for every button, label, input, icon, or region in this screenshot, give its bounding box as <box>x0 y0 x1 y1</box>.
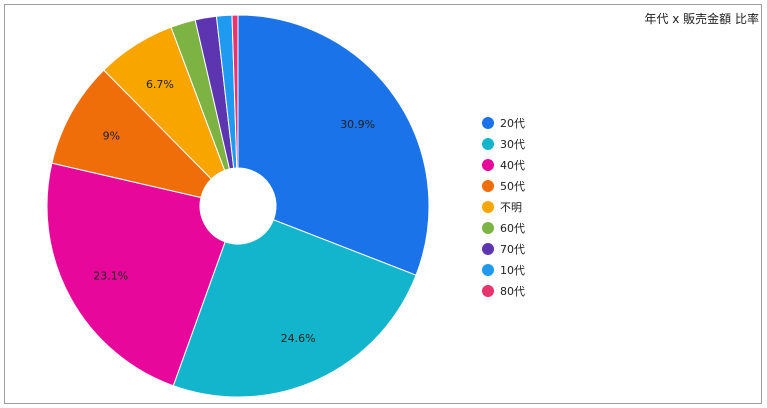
slice-label-1: 24.6% <box>281 332 316 345</box>
legend-item-4[interactable]: 不明 <box>482 196 525 217</box>
slice-label-3: 9% <box>103 129 120 142</box>
legend-item-0[interactable]: 20代 <box>482 112 525 133</box>
slice-label-0: 30.9% <box>340 118 375 131</box>
pie-labels: 30.9% 24.6% 23.1% 9% 6.7% <box>93 78 375 345</box>
legend-label: 30代 <box>500 137 525 151</box>
legend-item-1[interactable]: 30代 <box>482 133 525 154</box>
pie-slices <box>46 14 430 398</box>
legend-item-6[interactable]: 70代 <box>482 238 525 259</box>
legend-swatch <box>482 263 494 276</box>
legend-label: 50代 <box>500 179 525 193</box>
legend-swatch <box>482 116 494 129</box>
legend-item-8[interactable]: 80代 <box>482 280 525 301</box>
pie-slice-3[interactable] <box>51 69 213 199</box>
legend-swatch <box>482 200 494 213</box>
legend-label: 60代 <box>500 221 525 235</box>
legend-swatch <box>482 158 494 171</box>
legend-label: 20代 <box>500 116 525 130</box>
chart-legend: 20代 30代 40代 50代不明 60代 70代 10代 80代 <box>482 112 525 301</box>
pie-slice-8[interactable] <box>231 14 239 169</box>
legend-item-3[interactable]: 50代 <box>482 175 525 196</box>
legend-item-7[interactable]: 10代 <box>482 259 525 280</box>
pie-slice-0[interactable] <box>237 14 430 276</box>
legend-swatch <box>482 221 494 234</box>
legend-label: 不明 <box>500 200 522 214</box>
pie-slice-2[interactable] <box>46 162 226 387</box>
legend-swatch <box>482 242 494 255</box>
legend-swatch <box>482 284 494 297</box>
slice-label-2: 23.1% <box>93 269 128 282</box>
legend-item-5[interactable]: 60代 <box>482 217 525 238</box>
legend-swatch <box>482 179 494 192</box>
legend-label: 80代 <box>500 284 525 298</box>
legend-item-2[interactable]: 40代 <box>482 154 525 175</box>
slice-label-4: 6.7% <box>146 78 174 91</box>
chart-title: 年代 x 販売金額 比率 <box>644 12 759 26</box>
legend-label: 10代 <box>500 263 525 277</box>
pie-slice-1[interactable] <box>172 219 417 398</box>
legend-label: 70代 <box>500 242 525 256</box>
legend-label: 40代 <box>500 158 525 172</box>
legend-swatch <box>482 137 494 150</box>
